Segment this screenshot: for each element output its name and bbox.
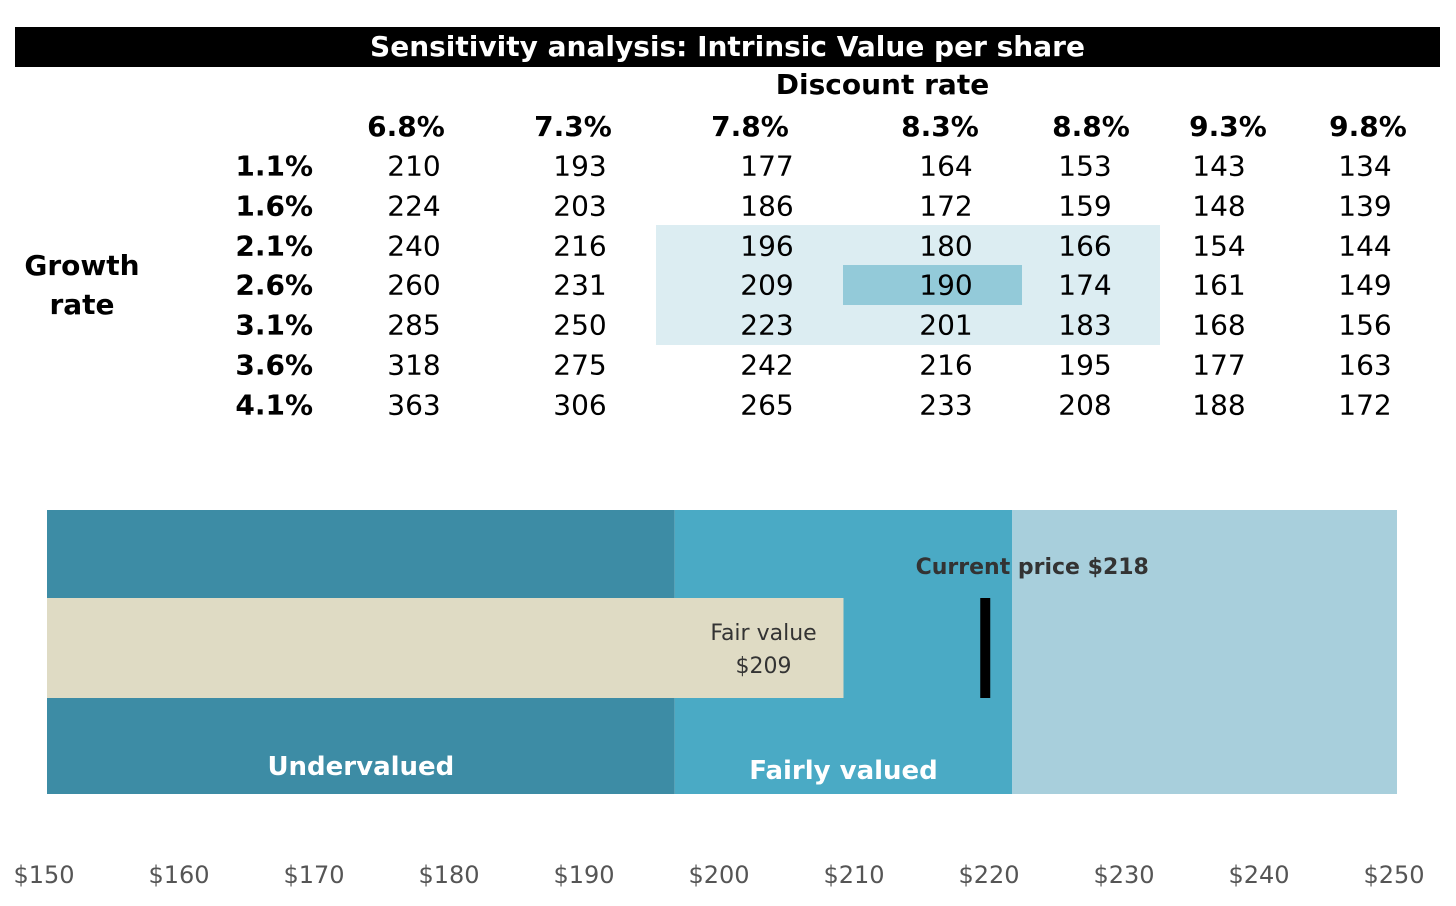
table-cell: 196 [740,229,794,263]
table-cell: 231 [553,268,607,302]
table-cell: 164 [919,149,973,183]
table-cell: 250 [553,308,607,342]
x-tick-label: $180 [418,861,479,889]
table-cell: 166 [1058,229,1112,263]
table-cell: 242 [740,348,794,382]
table-cell: 233 [919,388,973,422]
discount-rate-header: 7.8% [711,110,789,143]
table-cell: 177 [1192,348,1246,382]
table-cell: 172 [1338,388,1392,422]
fair-value-label: Fair value [710,621,816,646]
discount-rate-header: 7.3% [534,110,612,143]
discount-rate-header: 9.3% [1189,110,1267,143]
table-cell: 144 [1338,229,1392,263]
table-cell: 172 [919,189,973,223]
growth-rate-label: Growth rate [24,249,140,321]
current-price-label: Current price $218 [916,555,1149,580]
discount-rate-header: 6.8% [367,110,445,143]
x-tick-label: $150 [13,861,74,889]
table-cell: 260 [387,268,441,302]
table-cell: 153 [1058,149,1112,183]
table-cell: 210 [387,149,441,183]
table-cell: 203 [553,189,607,223]
growth-rate-header: 2.1% [235,229,313,263]
table-cell: 154 [1192,229,1246,263]
table-cell: 186 [740,189,794,223]
discount-rate-header: 8.3% [901,110,979,143]
table-cell: 208 [1058,388,1112,422]
table-cell: 163 [1338,348,1392,382]
table-cell: 148 [1192,189,1246,223]
growth-rate-header: 3.1% [235,308,313,342]
growth-rate-header: 2.6% [235,268,313,302]
zone-overvalued [1012,510,1397,794]
table-cell: 143 [1192,149,1246,183]
table-cell: 161 [1192,268,1246,302]
table-cell: 188 [1192,388,1246,422]
x-tick-label: $240 [1228,861,1289,889]
x-tick-label: $230 [1093,861,1154,889]
discount-rate-header: 9.8% [1329,110,1407,143]
table-cell: 216 [919,348,973,382]
table-cell: 177 [740,149,794,183]
table-cell: 139 [1338,189,1392,223]
table-cell: 159 [1058,189,1112,223]
zone-label: Fairly valued [749,756,938,786]
growth-rate-header: 4.1% [235,388,313,422]
table-cell: 216 [553,229,607,263]
discount-rate-label: Discount rate [775,68,990,101]
zone-label: Undervalued [267,752,454,782]
table-cell: 195 [1058,348,1112,382]
table-cell: 306 [553,388,607,422]
highlight-center-cell [843,265,1022,305]
table-cell: 201 [919,308,973,342]
growth-rate-header: 3.6% [235,348,313,382]
table-cell: 240 [387,229,441,263]
x-tick-label: $210 [823,861,884,889]
table-cell: 156 [1338,308,1392,342]
table-cell: 193 [553,149,607,183]
table-cell: 134 [1338,149,1392,183]
x-tick-label: $190 [553,861,614,889]
x-tick-label: $200 [688,861,749,889]
table-cell: 149 [1338,268,1392,302]
table-cell: 180 [919,229,973,263]
x-tick-label: $160 [148,861,209,889]
table-cell: 363 [387,388,441,422]
growth-rate-header: 1.6% [235,189,313,223]
chart-title: Sensitivity analysis: Intrinsic Value pe… [15,27,1440,67]
fair-value-amount: $209 [736,654,792,679]
growth-rate-header: 1.1% [235,149,313,183]
current-price-marker [980,598,991,698]
table-cell: 190 [919,268,973,302]
table-cell: 174 [1058,268,1112,302]
table-cell: 223 [740,308,794,342]
table-cell: 275 [553,348,607,382]
discount-rate-header: 8.8% [1052,110,1130,143]
table-cell: 209 [740,268,794,302]
x-tick-label: $220 [958,861,1019,889]
valuation-bullet-chart: Undervalued Fairly valued Fair value $209 Cu… [13,510,1425,889]
table-cell: 318 [387,348,441,382]
x-tick-label: $170 [283,861,344,889]
table-cell: 224 [387,189,441,223]
x-tick-label: $250 [1363,861,1424,889]
table-cell: 265 [740,388,794,422]
table-cell: 168 [1192,308,1246,342]
table-cell: 285 [387,308,441,342]
table-cell: 183 [1058,308,1112,342]
fair-value-bar [47,598,844,698]
